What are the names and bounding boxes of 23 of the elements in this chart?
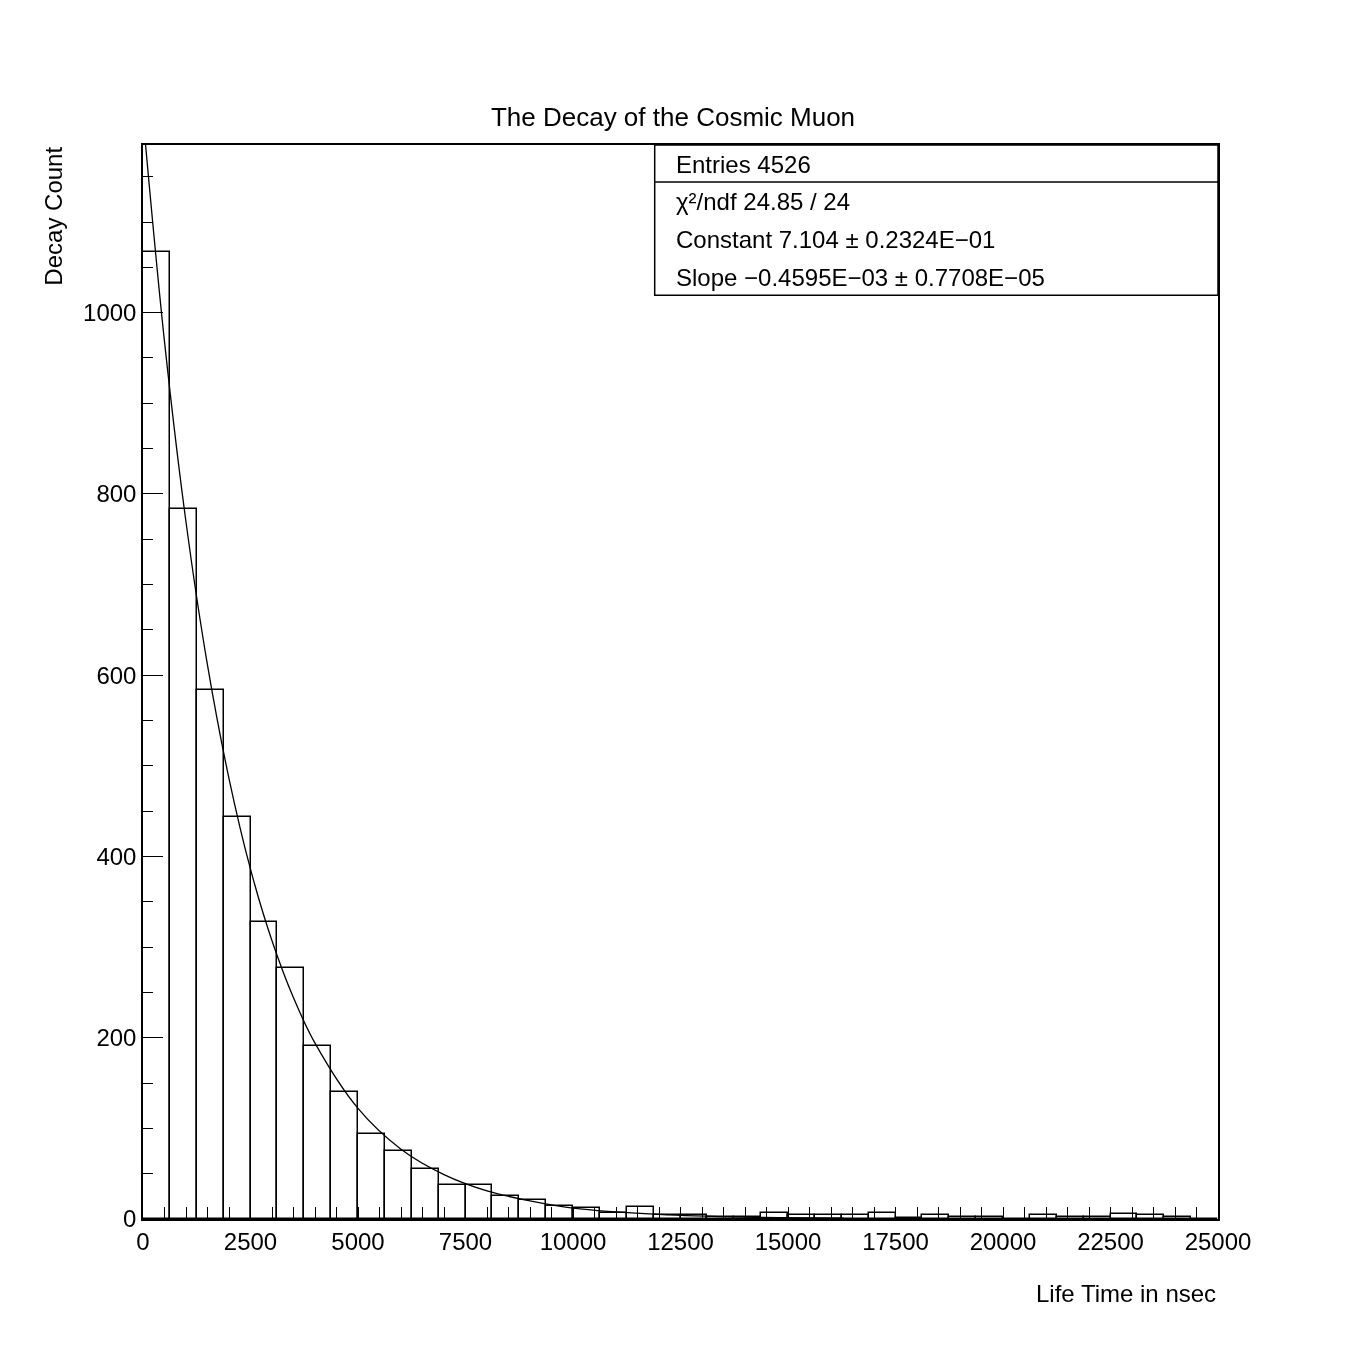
y-tick-label: 800 (96, 480, 137, 508)
y-tick-label: 1000 (83, 299, 137, 327)
x-tick-label: 22500 (1077, 1227, 1144, 1255)
x-tick-label: 20000 (969, 1227, 1037, 1255)
annotation: Entries 4526 (676, 151, 811, 178)
x-tick-label: 5000 (331, 1227, 385, 1255)
x-tick-label: 25000 (1184, 1227, 1252, 1255)
x-tick-label: 17500 (862, 1227, 929, 1255)
y-tick-label: 400 (96, 842, 137, 870)
y-tick-label: 200 (96, 1024, 137, 1052)
x-tick-label: 2500 (223, 1227, 278, 1255)
annotation: Constant 7.104 ± 0.2324E−01 (676, 226, 996, 253)
annotation: χ²/ndf 24.85 / 24 (676, 188, 851, 215)
x-tick-label: 15000 (754, 1227, 822, 1255)
x-tick-label: 7500 (438, 1227, 493, 1255)
y-axis-title: Decay Count (39, 146, 67, 286)
y-tick-label: 600 (96, 661, 137, 689)
x-tick-label: 12500 (647, 1227, 714, 1255)
chart-title: The Decay of the Cosmic Muon (490, 102, 856, 133)
y-tick-label: 0 (123, 1205, 137, 1233)
x-axis-title: Life Time in nsec (1036, 1280, 1217, 1307)
x-tick-label: 10000 (539, 1227, 607, 1255)
annotation: Slope −0.4595E−03 ± 0.7708E−05 (676, 264, 1045, 291)
